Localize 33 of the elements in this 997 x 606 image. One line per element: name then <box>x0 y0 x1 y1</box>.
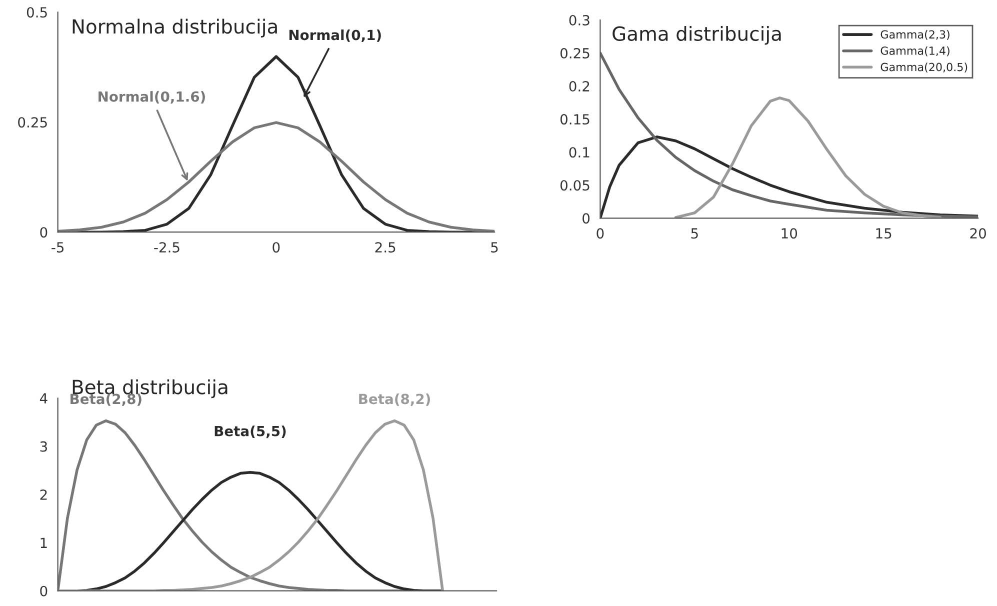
y-tick-label: 0.15 <box>560 114 590 125</box>
y-tick-label: 0.05 <box>560 180 590 191</box>
y-tick-label: 0 <box>40 586 48 596</box>
x-tick-label: -2.5 <box>154 242 180 253</box>
y-tick-label: 4 <box>40 393 48 404</box>
text: Beta(5,5) <box>214 426 286 438</box>
y-tick-label: 3 <box>40 441 47 452</box>
x-tick-label: -5 <box>52 242 64 253</box>
legend-label: Gamma(1,4) <box>880 46 950 56</box>
y-tick-label: 0.5 <box>26 7 47 18</box>
y-tick-label: 1 <box>40 538 47 548</box>
x-tick-label: 20 <box>970 228 986 239</box>
y-tick-label: 0.3 <box>569 14 590 26</box>
y-tick-label: 0.1 <box>569 147 590 158</box>
legend-label: Gamma(2,3) <box>880 30 950 40</box>
y-tick-label: 0 <box>582 213 590 224</box>
series-label: Beta(8,2) <box>359 393 430 406</box>
y-tick-label: 0.25 <box>560 48 590 58</box>
x-tick-label: 0 <box>596 228 604 239</box>
y-tick-label: 2 <box>40 489 47 500</box>
x-tick-label: 0 <box>272 242 280 253</box>
text: Normal(0,1.6) <box>98 91 205 104</box>
legend-label: Gamma(20,0.5) <box>880 62 968 73</box>
x-tick-label: 10 <box>782 228 798 239</box>
series-label: Normal(0,1) <box>289 29 381 42</box>
y-tick-label: 0.25 <box>18 117 47 128</box>
chart-title: Gama distribucija <box>612 26 781 45</box>
x-tick-label: 5 <box>691 228 698 239</box>
x-tick-label: 2.5 <box>375 242 396 253</box>
y-tick-label: 0.2 <box>569 81 590 92</box>
x-tick-label: 5 <box>491 242 498 253</box>
chart-title: Normalna distribucija <box>72 18 277 38</box>
x-tick-label: 15 <box>876 228 892 239</box>
